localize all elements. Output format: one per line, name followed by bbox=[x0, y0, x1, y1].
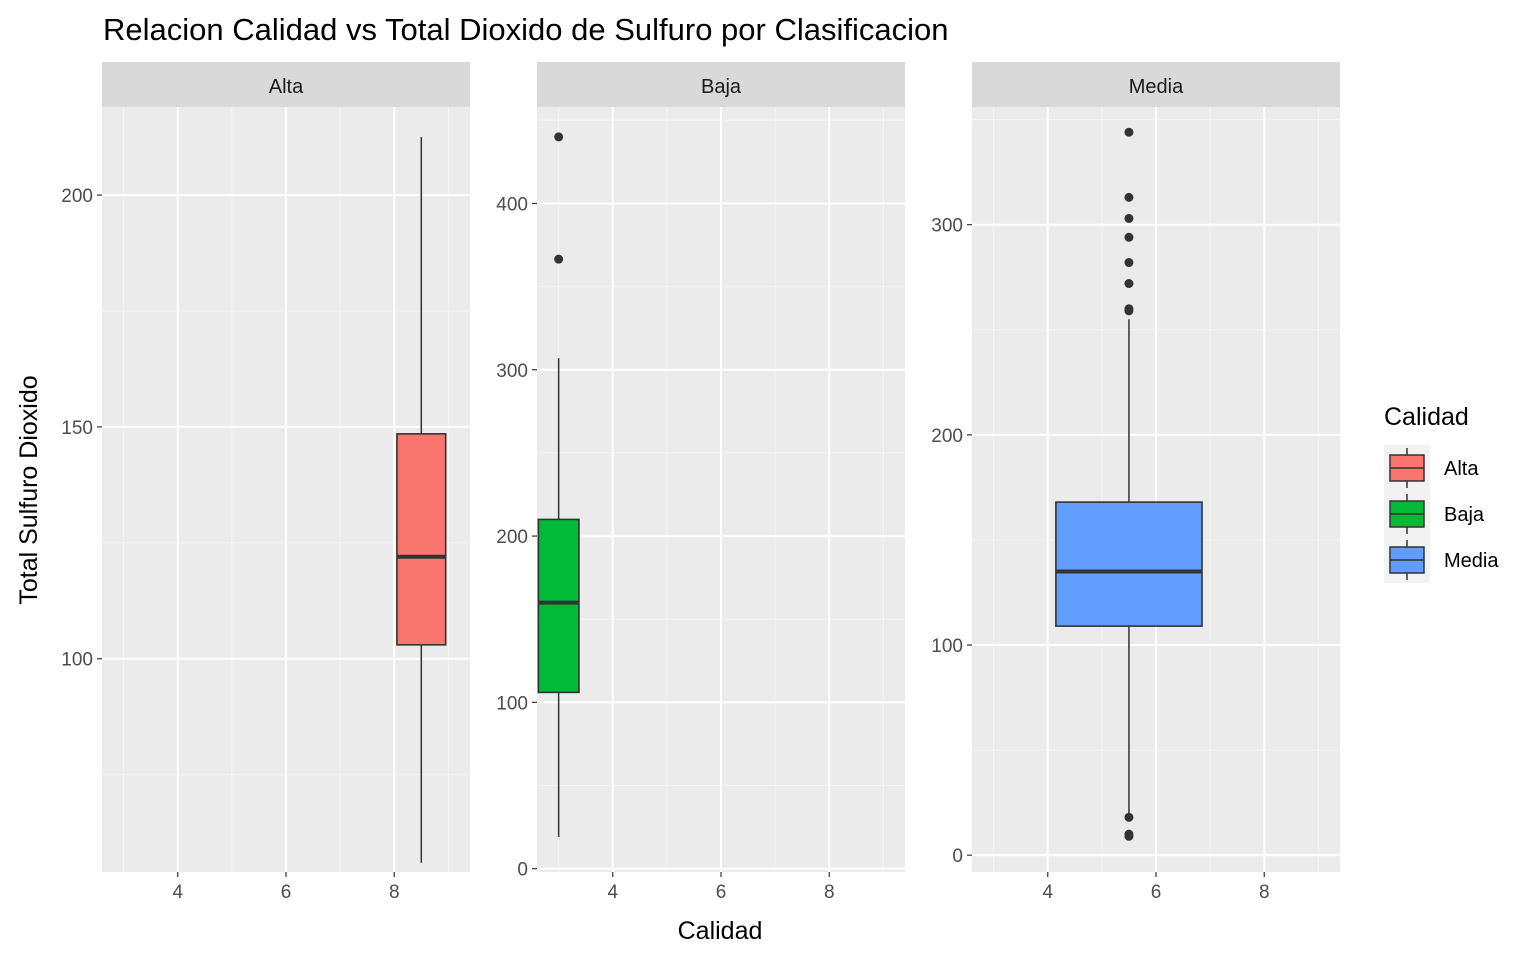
facet-strip-label: Alta bbox=[269, 76, 304, 98]
outlier-point bbox=[1124, 192, 1134, 202]
x-tick-label: 4 bbox=[1042, 882, 1053, 903]
legend-item-label: Alta bbox=[1444, 458, 1479, 480]
legend-items: Alta Baja Media bbox=[1384, 445, 1499, 583]
legend-item-label: Baja bbox=[1444, 504, 1485, 526]
facet-panel-media: Media 4 6 8 0 100 200 300 bbox=[931, 62, 1340, 903]
facet-panels: Alta 4 6 8 100 150 200 Baja 4 6 8 0 100 200 300 400 Medi… bbox=[61, 62, 1340, 903]
boxplot-alta bbox=[396, 137, 447, 863]
x-tick-label: 6 bbox=[281, 882, 292, 903]
outlier-point bbox=[1124, 304, 1134, 314]
facet-strip-label: Baja bbox=[701, 76, 742, 98]
outlier-point bbox=[1124, 279, 1134, 289]
legend-item-media: Media bbox=[1384, 537, 1499, 583]
outlier-point bbox=[1124, 812, 1134, 822]
x-tick-label: 8 bbox=[389, 882, 400, 903]
facet-strip-label: Media bbox=[1129, 76, 1184, 98]
y-tick-label: 100 bbox=[496, 693, 528, 714]
outlier-point bbox=[1124, 127, 1134, 137]
box-iqr bbox=[537, 518, 580, 694]
y-tick-label: 200 bbox=[61, 186, 93, 207]
box-iqr bbox=[1055, 501, 1203, 627]
outlier-point bbox=[1124, 829, 1134, 839]
y-axis-title: Total Sulfuro Dioxido bbox=[15, 375, 43, 604]
facet-strip bbox=[102, 62, 470, 107]
y-tick-label: 150 bbox=[61, 418, 93, 439]
outlier-point bbox=[554, 254, 564, 264]
box-iqr bbox=[396, 433, 447, 646]
facet-strip bbox=[972, 62, 1340, 107]
x-tick-label: 4 bbox=[172, 882, 183, 903]
y-tick-label: 200 bbox=[931, 426, 963, 447]
y-tick-label: 200 bbox=[496, 527, 528, 548]
y-tick-label: 300 bbox=[931, 216, 963, 237]
legend-item-baja: Baja bbox=[1384, 491, 1485, 537]
y-tick-label: 100 bbox=[931, 636, 963, 657]
y-tick-label: 400 bbox=[496, 194, 528, 215]
outlier-point bbox=[1124, 232, 1134, 242]
y-tick-label: 0 bbox=[517, 860, 528, 881]
x-tick-label: 6 bbox=[716, 882, 727, 903]
x-tick-label: 8 bbox=[824, 882, 835, 903]
boxplot-baja bbox=[537, 132, 580, 838]
boxplot-media bbox=[1055, 127, 1203, 841]
outlier-point bbox=[1124, 258, 1134, 268]
legend-item-label: Media bbox=[1444, 550, 1499, 572]
x-axis-title: Calidad bbox=[678, 917, 763, 945]
outlier-point bbox=[1124, 213, 1134, 223]
x-tick-label: 6 bbox=[1151, 882, 1162, 903]
legend-item-alta: Alta bbox=[1384, 445, 1479, 491]
y-tick-label: 300 bbox=[496, 361, 528, 382]
outlier-point bbox=[554, 132, 564, 142]
chart-title: Relacion Calidad vs Total Dioxido de Sul… bbox=[103, 12, 948, 47]
y-tick-label: 0 bbox=[952, 846, 963, 867]
facet-panel-alta: Alta 4 6 8 100 150 200 bbox=[61, 62, 470, 903]
facet-panel-baja: Baja 4 6 8 0 100 200 300 400 bbox=[496, 62, 905, 903]
legend-title: Calidad bbox=[1384, 403, 1469, 431]
y-tick-label: 100 bbox=[61, 650, 93, 671]
x-tick-label: 8 bbox=[1259, 882, 1270, 903]
x-tick-label: 4 bbox=[607, 882, 618, 903]
legend: Calidad Alta Baja Media bbox=[1384, 403, 1499, 583]
facet-strip bbox=[537, 62, 905, 107]
